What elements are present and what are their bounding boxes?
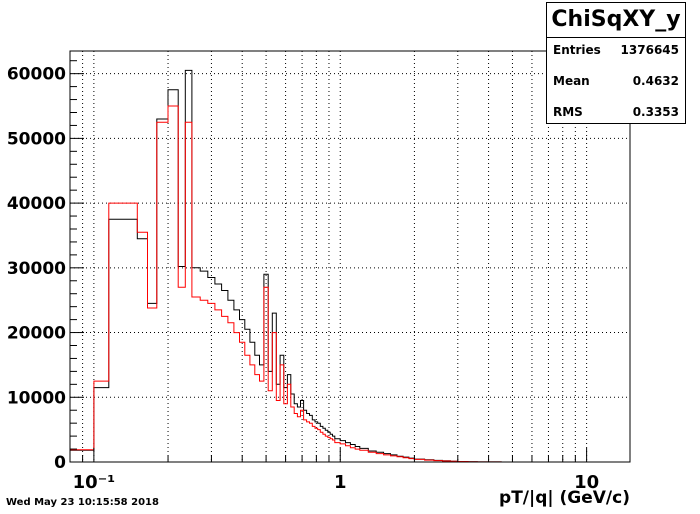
y-tick-label: 60000 bbox=[7, 65, 66, 85]
x-axis-title: pT/|q| (GeV/c) bbox=[499, 488, 630, 508]
y-tick-label: 40000 bbox=[7, 194, 66, 214]
axes: 0 10000 20000 30000 40000 50000 60000 10⁻¹ 1 10 bbox=[7, 50, 631, 493]
stats-title: ChiSqXY_y bbox=[547, 3, 685, 38]
stats-rms-value: 0.3353 bbox=[632, 105, 679, 119]
histogram-black-series bbox=[69, 69, 630, 463]
x-tick-label: 10 bbox=[574, 472, 599, 493]
x-tick-label: 10⁻¹ bbox=[73, 472, 115, 493]
histogram-red-series bbox=[69, 105, 630, 463]
histogram-series bbox=[69, 69, 630, 463]
stats-mean-value: 0.4632 bbox=[632, 74, 679, 88]
stats-box: ChiSqXY_y Entries 1376645 Mean 0.4632 RM… bbox=[546, 2, 686, 124]
stats-rms-label: RMS bbox=[553, 105, 583, 119]
timestamp: Wed May 23 10:15:58 2018 bbox=[6, 497, 159, 508]
y-tick-label: 10000 bbox=[7, 388, 66, 408]
y-tick-label: 50000 bbox=[7, 129, 66, 149]
y-tick-label: 0 bbox=[54, 453, 66, 473]
stats-entries-label: Entries bbox=[553, 43, 601, 57]
plot-frame bbox=[69, 50, 631, 463]
x-tick-label: 1 bbox=[334, 472, 347, 493]
y-tick-label: 20000 bbox=[7, 324, 66, 344]
stats-mean-label: Mean bbox=[553, 74, 590, 88]
y-tick-label: 30000 bbox=[7, 259, 66, 279]
stats-entries-value: 1376645 bbox=[620, 43, 679, 57]
